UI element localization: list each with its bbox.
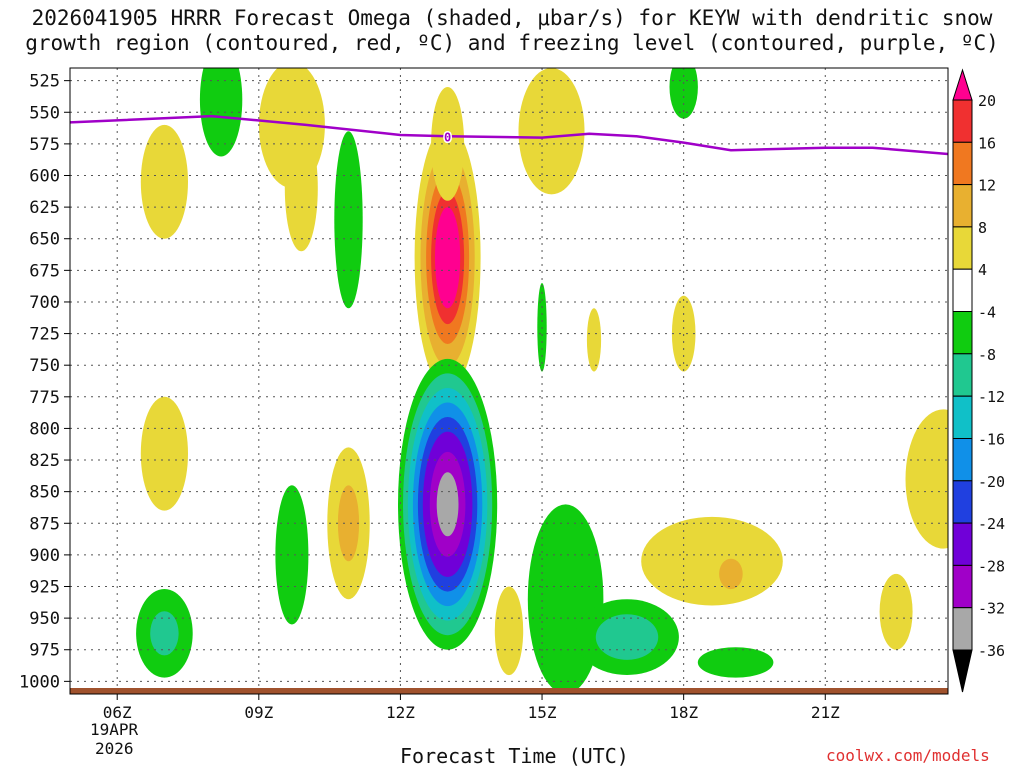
omega-region-sink-18z-top-0: [669, 68, 698, 119]
y-tick-label-725: 725: [29, 325, 60, 345]
colorbar-bin-10: [952, 480, 973, 524]
y-tick-label-700: 700: [29, 293, 60, 313]
x-tick-label-15Z: 15Z: [528, 703, 557, 722]
y-tick-label-950: 950: [29, 609, 60, 629]
date-day-label: 19APR: [90, 720, 139, 739]
y-tick-label-550: 550: [29, 103, 60, 123]
colorbar-label-1: 16: [978, 134, 996, 152]
title-line-2: growth region (contoured, red, ºC) and f…: [25, 31, 999, 55]
plot-border: [69, 67, 949, 695]
omega-region-sink-11z-0: [334, 131, 363, 309]
y-axis-ticks: 525 550 575 600 625 650 675 700 725 750 775 800 825 8…: [19, 72, 70, 692]
colorbar-arrow-top: [952, 68, 973, 101]
ground-strip: [70, 688, 948, 694]
y-tick-label-825: 825: [29, 451, 60, 471]
colorbar-bin-1: [952, 99, 973, 143]
omega-region-rising-core-13z-4: [435, 207, 461, 309]
y-tick-label-775: 775: [29, 388, 60, 408]
colorbar-bin-6: [952, 311, 973, 355]
colorbar-bin-12: [952, 564, 973, 609]
colorbar-bin-8: [952, 395, 973, 440]
colorbar-bin-11: [952, 522, 973, 566]
chart-title: 2026041905 HRRR Forecast Omega (shaded, …: [0, 6, 1024, 56]
y-tick-label-900: 900: [29, 546, 60, 566]
x-axis-ticks: 06Z 09Z 12Z 15Z 18Z 21Z: [103, 694, 840, 722]
freezing-level-label: 0: [444, 130, 451, 144]
colorbar-label-6: -8: [978, 346, 996, 364]
colorbar-label-11: -28: [978, 557, 1005, 575]
colorbar-bin-4: [952, 226, 973, 270]
x-tick-label-21Z: 21Z: [811, 703, 840, 722]
y-tick-label-925: 925: [29, 578, 60, 598]
omega-region-sink-7z-low-1: [150, 611, 179, 656]
x-tick-label-18Z: 18Z: [669, 703, 698, 722]
omega-region-sink-10z-0: [275, 485, 309, 625]
colorbar: 20 16 12 8 4 -4 -8 -12 -16 -20 -24 -28 -32 -36: [952, 68, 1005, 693]
colorbar-label-9: -20: [978, 473, 1005, 491]
omega-region-lift-upper-13z-0: [431, 86, 465, 201]
omega-region-sink-16z-1: [595, 614, 659, 660]
colorbar-label-7: -12: [978, 388, 1005, 406]
freezing-level-line: [70, 114, 948, 156]
omega-region-lift-19z-spot-0: [719, 558, 743, 590]
omega-region-lift-23z-low-0: [879, 573, 913, 650]
y-tick-label-975: 975: [29, 641, 60, 661]
y-tick-label-1000: 1000: [19, 672, 60, 692]
y-tick-label-600: 600: [29, 166, 60, 186]
omega-region-sink-top-8z-0: [199, 68, 243, 157]
ground-bar: [70, 688, 948, 694]
omega-region-sinking-core-13z-7: [436, 472, 459, 537]
colorbar-bin-13: [952, 607, 973, 651]
x-tick-label-06Z: 06Z: [103, 703, 132, 722]
colorbar-bin-9: [952, 438, 973, 482]
colorbar-label-13: -36: [978, 642, 1005, 660]
omega-region-lift-23z-upper-0: [905, 409, 948, 549]
colorbar-label-12: -32: [978, 600, 1005, 618]
omega-region-lift-15z-0: [518, 68, 585, 195]
colorbar-bin-3: [952, 184, 973, 228]
colorbar-label-3: 8: [978, 219, 987, 237]
colorbar-bin-2: [952, 141, 973, 186]
omega-region-lift-18z-mid-0: [671, 295, 696, 372]
omega-shading: [136, 68, 948, 694]
colorbar-bin-7: [952, 353, 973, 397]
omega-region-lift-16z-mid-0: [586, 308, 602, 372]
colorbar-label-0: 20: [978, 92, 996, 110]
colorbar-bin-5: [952, 268, 973, 313]
plot-frame: [69, 67, 949, 695]
colorbar-label-4: 4: [978, 261, 987, 279]
y-tick-label-525: 525: [29, 72, 60, 92]
omega-region-lift-low-6z-0: [140, 396, 188, 511]
colorbar-label-2: 12: [978, 177, 996, 195]
omega-region-lift-upper-6z-0: [140, 124, 188, 239]
x-tick-label-09Z: 09Z: [244, 703, 273, 722]
freezing-level-layer: 0: [70, 114, 948, 156]
x-tick-label-12Z: 12Z: [386, 703, 415, 722]
omega-region-lift-14z-low-0: [494, 586, 524, 676]
omega-region-lift-18z-low-0: [641, 516, 783, 606]
omega-region-sink-19z-low-0: [697, 647, 774, 678]
omega-region-lift-mid-9z-0: [284, 124, 318, 252]
x-axis-label: Forecast Time (UTC): [400, 744, 629, 768]
colorbar-label-10: -24: [978, 515, 1005, 533]
colorbar-arrow-bottom: [952, 649, 973, 693]
colorbar-label-8: -16: [978, 431, 1005, 449]
omega-region-sink-15z-0: [527, 504, 604, 694]
omega-region-lift-11z-1: [337, 485, 360, 562]
y-tick-label-650: 650: [29, 230, 60, 250]
y-tick-label-750: 750: [29, 356, 60, 376]
y-tick-label-800: 800: [29, 419, 60, 439]
date-year-label: 2026: [95, 739, 134, 758]
title-line-1: 2026041905 HRRR Forecast Omega (shaded, …: [31, 6, 993, 30]
y-tick-label-575: 575: [29, 135, 60, 155]
y-tick-label-875: 875: [29, 514, 60, 534]
credit-link[interactable]: coolwx.com/models: [826, 746, 990, 765]
colorbar-label-5: -4: [978, 304, 996, 322]
y-tick-label-850: 850: [29, 483, 60, 503]
y-tick-label-675: 675: [29, 261, 60, 281]
y-tick-label-625: 625: [29, 198, 60, 218]
